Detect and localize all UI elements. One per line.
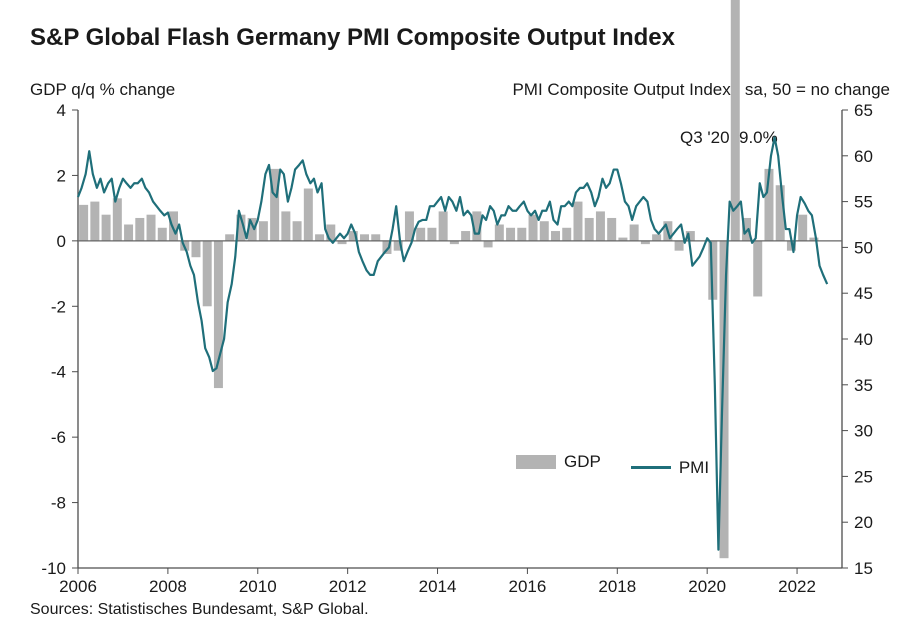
gdp-bar [573, 202, 582, 241]
x-tick-label: 2018 [598, 577, 636, 596]
gdp-bar [517, 228, 526, 241]
left-tick-label: -2 [51, 297, 66, 316]
right-tick-label: 40 [854, 330, 873, 349]
x-tick-label: 2008 [149, 577, 187, 596]
right-tick-label: 60 [854, 147, 873, 166]
gdp-bar [113, 198, 122, 241]
gdp-bar [135, 218, 144, 241]
legend-swatch-bar [516, 455, 556, 469]
left-tick-label: 4 [57, 101, 66, 120]
sources-text: Sources: Statistisches Bundesamt, S&P Gl… [30, 601, 369, 619]
x-tick-label: 2012 [329, 577, 367, 596]
gdp-bar [484, 241, 493, 248]
x-tick-label: 2016 [508, 577, 546, 596]
gdp-bar [315, 234, 324, 241]
gdp-bar [371, 234, 380, 241]
gdp-bar [753, 241, 762, 297]
legend-item-gdp: GDP [516, 452, 601, 472]
gdp-bar [225, 234, 234, 241]
gdp-bar [529, 215, 538, 241]
left-tick-label: -10 [41, 559, 66, 578]
plot-svg: -10 -8 -6 -4 -2 0 2 4 15 20 25 30 35 40 45 50 55 60 65 2006… [0, 0, 920, 620]
gdp-bar [720, 241, 729, 558]
gdp-bar [203, 241, 212, 306]
gdp-bar [652, 234, 661, 241]
gdp-bar [191, 241, 200, 257]
x-tick-label: 2006 [59, 577, 97, 596]
gdp-bar [675, 241, 684, 251]
gdp-bar [596, 211, 605, 240]
gdp-bar [461, 231, 470, 241]
gdp-bar [360, 234, 369, 241]
right-tick-label: 65 [854, 101, 873, 120]
gdp-bar [214, 241, 223, 388]
chart-container: S&P Global Flash Germany PMI Composite O… [0, 0, 920, 639]
right-tick-label: 30 [854, 422, 873, 441]
gdp-bar [798, 215, 807, 241]
right-tick-label: 15 [854, 559, 873, 578]
gdp-bar [281, 211, 290, 240]
gdp-bar [293, 221, 302, 241]
right-tick-label: 45 [854, 284, 873, 303]
gdp-bar [540, 221, 549, 241]
gdp-bar [562, 228, 571, 241]
gdp-bar [304, 189, 313, 241]
gdp-bar [124, 225, 133, 241]
pmi-line [78, 137, 827, 549]
right-tick-label: 25 [854, 467, 873, 486]
left-tick-label: -8 [51, 494, 66, 513]
gdp-bar [585, 218, 594, 241]
left-tick-label: 2 [57, 166, 66, 185]
gdp-bar [416, 228, 425, 241]
legend-label: GDP [564, 452, 601, 472]
gdp-bar [630, 225, 639, 241]
legend-label: PMI [679, 458, 709, 478]
gdp-bar [259, 221, 268, 241]
gdp-bar [158, 228, 167, 241]
x-tick-label: 2020 [688, 577, 726, 596]
left-tick-label: -4 [51, 363, 66, 382]
right-tick-label: 50 [854, 238, 873, 257]
right-tick-label: 55 [854, 193, 873, 212]
x-tick-label: 2014 [419, 577, 457, 596]
right-tick-label: 20 [854, 513, 873, 532]
gdp-bar [169, 211, 178, 240]
gdp-bar [495, 225, 504, 241]
legend-item-pmi: PMI [631, 458, 709, 478]
gdp-bar [506, 228, 515, 241]
gdp-bar [90, 202, 99, 241]
legend-swatch-line [631, 466, 671, 469]
right-tick-label: 35 [854, 376, 873, 395]
gdp-bar [439, 211, 448, 240]
x-tick-label: 2022 [778, 577, 816, 596]
left-tick-label: -6 [51, 428, 66, 447]
gdp-bar [147, 215, 156, 241]
x-tick-label: 2010 [239, 577, 277, 596]
gdp-bar [79, 205, 88, 241]
legend: GDP PMI [516, 452, 739, 478]
left-tick-label: 0 [57, 232, 66, 251]
gdp-bar [607, 218, 616, 241]
gdp-bar [427, 228, 436, 241]
gdp-bar [102, 215, 111, 241]
gdp-bar [551, 231, 560, 241]
